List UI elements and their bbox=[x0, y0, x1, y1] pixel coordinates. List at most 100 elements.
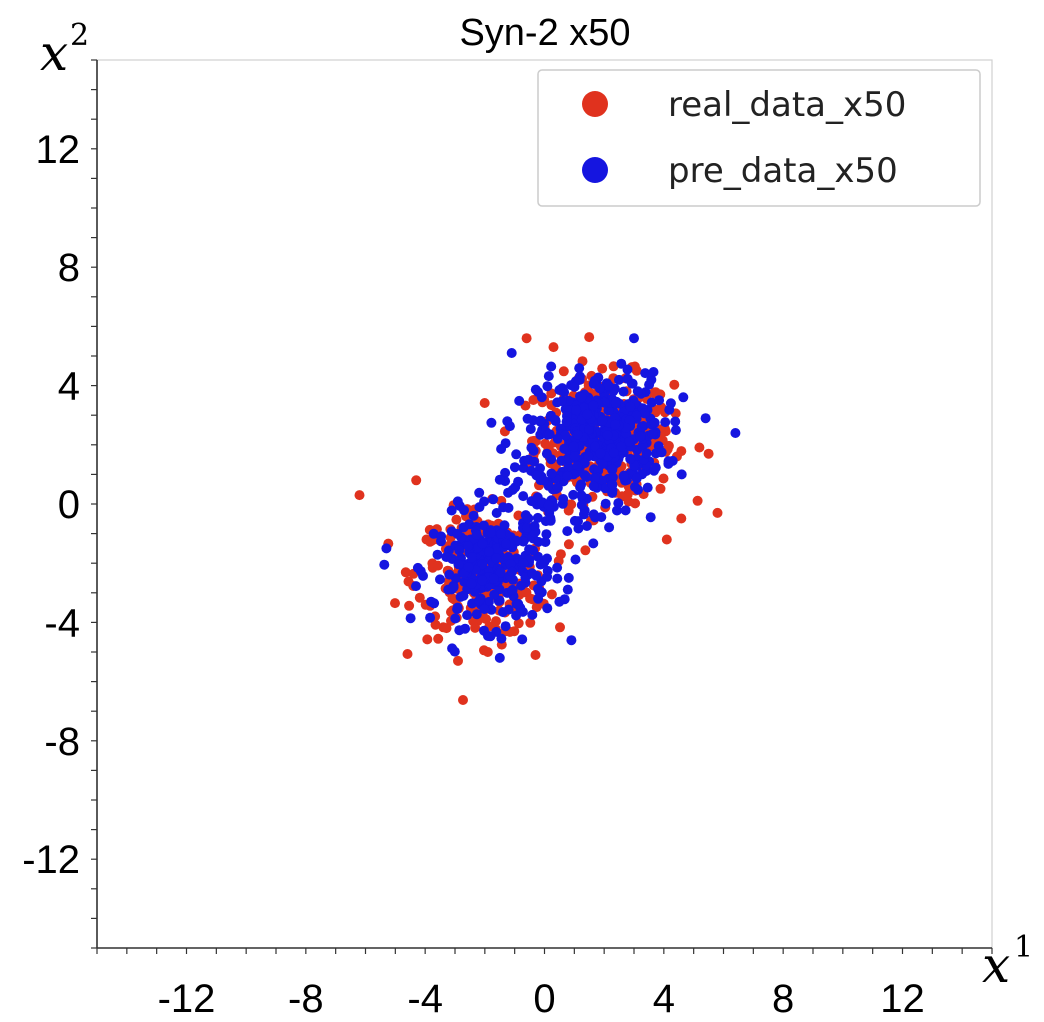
legend-label-pre: pre_data_x50 bbox=[668, 151, 898, 191]
y-tick-labels: 12 8 4 0 -4 -8 -12 bbox=[22, 128, 80, 882]
pre-data-point bbox=[494, 652, 505, 663]
pre-data-point bbox=[463, 541, 474, 552]
pre-data-point bbox=[477, 538, 488, 549]
pre-data-point bbox=[466, 578, 477, 589]
pre-data-point bbox=[584, 424, 594, 435]
real-data-point bbox=[422, 634, 433, 645]
pre-data-point bbox=[572, 429, 583, 440]
pre-data-point bbox=[503, 604, 514, 615]
real-data-point bbox=[451, 514, 462, 525]
y-axis-label-sup: 2 bbox=[70, 18, 89, 53]
pre-data-point bbox=[516, 580, 527, 591]
x-tick-labels: -12 -8 -4 0 4 8 12 bbox=[158, 977, 925, 1021]
pre-data-point bbox=[488, 494, 499, 505]
pre-data-point bbox=[602, 430, 613, 441]
x-tick-label: 8 bbox=[772, 977, 794, 1021]
y-axis-label-var: x bbox=[40, 24, 68, 82]
pre-data-point bbox=[502, 416, 513, 427]
pre-data-point bbox=[574, 363, 585, 374]
pre-data-point bbox=[501, 538, 511, 549]
pre-data-point bbox=[570, 554, 581, 565]
pre-data-point bbox=[678, 392, 689, 403]
pre-data-point bbox=[576, 392, 587, 403]
pre-data-point bbox=[576, 500, 587, 510]
pre-data-point bbox=[563, 462, 574, 473]
pre-data-point bbox=[624, 436, 635, 447]
pre-data-point bbox=[563, 402, 574, 413]
real-data-point bbox=[630, 498, 641, 509]
pre-data-point bbox=[483, 596, 494, 607]
pre-data-point bbox=[560, 430, 571, 441]
pre-data-point bbox=[489, 589, 500, 600]
pre-data-point bbox=[459, 505, 469, 516]
pre-data-point bbox=[561, 416, 572, 427]
pre-data-point bbox=[518, 463, 529, 473]
pre-data-point bbox=[644, 379, 655, 390]
real-data-point bbox=[354, 490, 365, 501]
pre-data-point bbox=[607, 472, 618, 483]
real-data-point bbox=[694, 442, 705, 453]
pre-data-point bbox=[569, 381, 580, 392]
pre-data-point bbox=[550, 415, 561, 425]
pre-data-point bbox=[518, 491, 529, 502]
pre-data-point bbox=[568, 441, 579, 452]
real-data-point bbox=[528, 395, 539, 405]
pre-data-point bbox=[542, 603, 553, 614]
pre-data-point bbox=[600, 498, 611, 509]
pre-data-point bbox=[381, 543, 392, 554]
pre-data-point bbox=[454, 545, 465, 556]
real-data-point bbox=[411, 475, 422, 486]
real-data-point bbox=[676, 446, 687, 457]
legend: real_data_x50 pre_data_x50 bbox=[537, 69, 981, 207]
real-data-point bbox=[433, 560, 443, 571]
pre-data-point bbox=[610, 419, 621, 430]
real-data-point bbox=[660, 426, 671, 437]
pre-data-point bbox=[607, 479, 618, 490]
pre-data-point bbox=[625, 453, 636, 464]
pre-data-point bbox=[557, 396, 567, 407]
pre-data-point bbox=[641, 448, 652, 459]
real-data-point bbox=[433, 633, 444, 644]
pre-data-point bbox=[663, 458, 674, 469]
pre-data-point bbox=[576, 490, 587, 501]
pre-data-point bbox=[485, 527, 496, 538]
pre-data-point bbox=[625, 401, 636, 412]
pre-data-point bbox=[491, 553, 502, 564]
real-data-point bbox=[580, 545, 591, 556]
legend-label-real: real_data_x50 bbox=[668, 85, 906, 125]
pre-data-point bbox=[627, 378, 638, 389]
pre-data-point bbox=[590, 441, 600, 452]
pre-data-point bbox=[506, 348, 517, 358]
real-data-point bbox=[631, 365, 642, 376]
real-data-point bbox=[692, 495, 703, 506]
pre-data-point bbox=[535, 559, 546, 570]
pre-data-point bbox=[544, 429, 555, 440]
pre-data-point bbox=[639, 408, 650, 419]
pre-data-point bbox=[500, 621, 511, 632]
pre-data-point bbox=[588, 400, 599, 411]
pre-data-point bbox=[608, 447, 619, 458]
pre-data-point bbox=[603, 405, 614, 416]
x-axis-label-sup: 1 bbox=[1014, 930, 1033, 965]
real-data-point bbox=[491, 616, 501, 627]
pre-data-point bbox=[588, 509, 599, 520]
pre-data-point bbox=[604, 522, 615, 533]
pre-data-point bbox=[435, 574, 445, 585]
pre-data-point bbox=[597, 415, 608, 426]
y-tick-label: 12 bbox=[36, 128, 81, 172]
pre-data-point bbox=[462, 610, 473, 621]
pre-data-point bbox=[554, 596, 565, 607]
pre-data-point bbox=[467, 552, 478, 563]
pre-data-point bbox=[522, 413, 533, 424]
pre-data-point bbox=[540, 537, 551, 547]
pre-data-point bbox=[524, 544, 535, 555]
legend-marker-real bbox=[582, 91, 608, 117]
real-data-point bbox=[676, 513, 687, 524]
pre-data-point bbox=[594, 383, 605, 394]
pre-data-point bbox=[645, 512, 656, 523]
pre-data-point bbox=[552, 433, 563, 444]
real-data-point bbox=[563, 539, 574, 550]
chart-title: Syn-2 x50 bbox=[459, 12, 630, 54]
x-tick-label: -8 bbox=[288, 977, 324, 1021]
pre-data-point bbox=[541, 448, 552, 459]
